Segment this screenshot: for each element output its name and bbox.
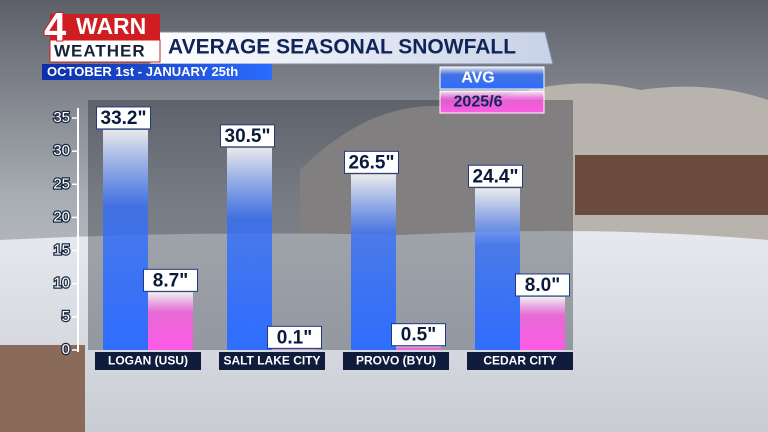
y-tick-label: 0 <box>62 341 70 358</box>
value-label: 24.4" <box>473 166 519 187</box>
value-label: 0.5" <box>401 325 436 346</box>
value-label-box <box>468 164 523 188</box>
bar <box>148 292 193 350</box>
category-box <box>343 352 449 370</box>
chart-subtitle: OCTOBER 1st - JANUARY 25th <box>47 64 238 79</box>
value-label: 8.0" <box>525 275 560 296</box>
y-tick-label: 35 <box>53 109 70 126</box>
logo-word: WARN <box>76 13 146 39</box>
value-label-box <box>515 273 570 297</box>
value-label-box <box>344 150 399 174</box>
legend-label: AVG <box>461 70 494 87</box>
chart-title: AVERAGE SEASONAL SNOWFALL <box>168 36 516 59</box>
category-box <box>95 352 201 370</box>
value-label: 33.2" <box>101 108 147 129</box>
x-tick-label: PROVO (BYU) <box>356 354 436 368</box>
value-label-box <box>220 124 275 148</box>
logo-box <box>50 14 160 40</box>
wall <box>0 345 85 432</box>
y-tick-label: 20 <box>53 208 70 225</box>
value-label-box <box>267 325 322 349</box>
legend: AVG 2025/6 <box>439 66 545 114</box>
logo-number: 4 <box>44 6 67 50</box>
y-tick-label: 30 <box>53 142 70 159</box>
bar <box>475 188 520 350</box>
legend-swatch <box>439 66 545 90</box>
y-tick-label: 25 <box>53 175 70 192</box>
y-tick-label: 5 <box>62 308 70 325</box>
value-label: 30.5" <box>225 126 271 147</box>
logo-subword: WEATHER <box>54 41 146 60</box>
bar <box>227 147 272 350</box>
value-label: 0.1" <box>277 327 312 348</box>
value-label: 8.7" <box>153 270 188 291</box>
bar <box>351 174 396 350</box>
value-label-box <box>391 323 446 347</box>
legend-swatch <box>439 90 545 114</box>
value-label-box <box>96 106 151 130</box>
subtitle-bar <box>42 64 272 80</box>
category-box <box>467 352 573 370</box>
x-tick-label: SALT LAKE CITY <box>223 354 320 368</box>
category-box <box>219 352 325 370</box>
x-tick-label: CEDAR CITY <box>483 354 556 368</box>
x-tick-label: LOGAN (USU) <box>108 354 188 368</box>
bar <box>396 346 441 350</box>
bar <box>103 129 148 350</box>
bar <box>520 296 565 350</box>
value-label-box <box>143 268 198 292</box>
y-tick-label: 10 <box>53 275 70 292</box>
logo-sub-box <box>49 39 161 63</box>
house <box>575 155 768 215</box>
legend-label: 2025/6 <box>454 94 503 111</box>
y-tick-label: 15 <box>53 242 70 259</box>
value-label: 26.5" <box>349 152 395 173</box>
bar <box>272 349 317 350</box>
